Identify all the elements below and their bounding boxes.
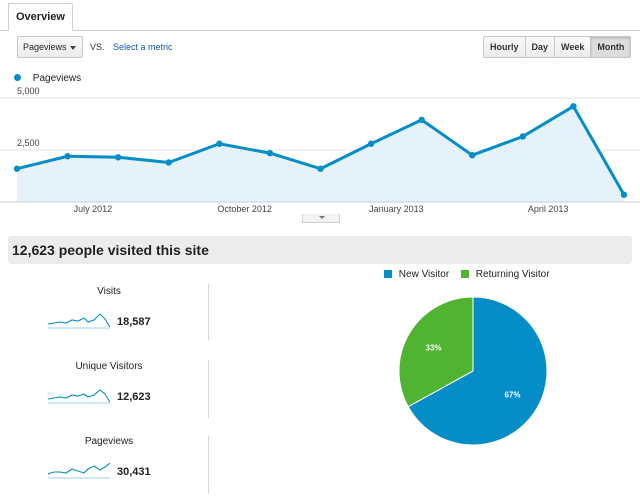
divider	[208, 284, 209, 340]
data-point[interactable]	[317, 165, 324, 172]
metric-pageviews: Pageviews 30,431	[0, 434, 208, 494]
metric-name: Unique Visitors	[75, 361, 143, 372]
series-dot-icon	[14, 74, 21, 81]
metric-name: Pageviews	[84, 436, 134, 447]
metric-select-value: Pageviews	[23, 42, 67, 52]
data-point[interactable]	[570, 103, 577, 110]
metric-visits: Visits 18,587	[0, 284, 208, 344]
metric-value: 30,431	[117, 466, 151, 478]
series-area	[17, 106, 624, 202]
pie-legend-label: New Visitor	[398, 269, 450, 280]
pie-legend-new: New Visitor	[384, 268, 449, 282]
data-point[interactable]	[266, 149, 274, 157]
chart-resize-handle[interactable]	[302, 214, 340, 223]
pie-slice-label: 67%	[504, 390, 520, 399]
pie-slice[interactable]	[398, 296, 474, 408]
divider	[208, 360, 209, 418]
divider	[208, 436, 209, 494]
data-point[interactable]	[418, 116, 425, 124]
data-point[interactable]	[519, 133, 527, 140]
data-point[interactable]	[165, 159, 172, 166]
week-button[interactable]: Week	[554, 36, 592, 58]
chevron-down-icon	[70, 46, 76, 50]
granularity-buttons: Hourly Day Week Month	[483, 36, 632, 58]
select-metric-link[interactable]: Select a metric	[113, 42, 173, 52]
metric-value: 18,587	[117, 316, 151, 328]
pageviews-chart	[0, 97, 640, 203]
chart-legend: Pageviews	[14, 72, 81, 86]
tab-overview[interactable]: Overview	[8, 3, 73, 31]
summary-headline: 12,623 people visited this site	[8, 236, 632, 264]
data-point[interactable]	[114, 154, 122, 161]
tab-bar: Overview	[0, 0, 640, 31]
controls-row: Pageviews VS. Select a metric Hourly Day…	[0, 30, 640, 66]
data-point[interactable]	[367, 140, 375, 147]
data-point[interactable]	[216, 140, 223, 147]
legend-swatch-icon	[384, 270, 392, 278]
x-tick-label: January 2013	[369, 204, 424, 214]
data-point[interactable]	[13, 165, 21, 172]
pie-slice[interactable]	[407, 296, 548, 446]
metric-unique-visitors: Unique Visitors 12,623	[0, 359, 208, 419]
metric-select[interactable]: Pageviews	[17, 36, 83, 58]
data-point[interactable]	[469, 152, 476, 159]
y-tick-label: 2,500	[17, 138, 40, 148]
pie-slice-label: 33%	[426, 344, 442, 353]
chevron-down-icon	[319, 216, 325, 219]
x-tick-label: April 2013	[527, 204, 569, 214]
pie-legend-returning: Returning Visitor	[461, 268, 550, 282]
y-tick-label: 5,000	[17, 86, 40, 96]
legend-swatch-icon	[461, 270, 469, 278]
day-button[interactable]: Day	[524, 36, 556, 58]
data-point[interactable]	[64, 153, 71, 160]
metric-value: 12,623	[117, 391, 151, 403]
vs-label: VS.	[90, 42, 105, 52]
x-tick-label: October 2012	[217, 204, 272, 214]
hourly-button[interactable]: Hourly	[483, 36, 526, 58]
sparkline-icon	[48, 313, 110, 329]
sparkline-icon	[48, 462, 110, 479]
x-tick-label: July 2012	[73, 204, 113, 214]
data-point[interactable]	[620, 191, 628, 198]
metric-name: Visits	[97, 286, 121, 297]
month-button[interactable]: Month	[590, 36, 632, 58]
visitor-type-pie: 67% 33%	[398, 296, 548, 446]
chart-legend-label: Pageviews	[32, 73, 82, 84]
pie-legend-label: Returning Visitor	[475, 269, 550, 280]
sparkline-icon	[48, 389, 110, 404]
